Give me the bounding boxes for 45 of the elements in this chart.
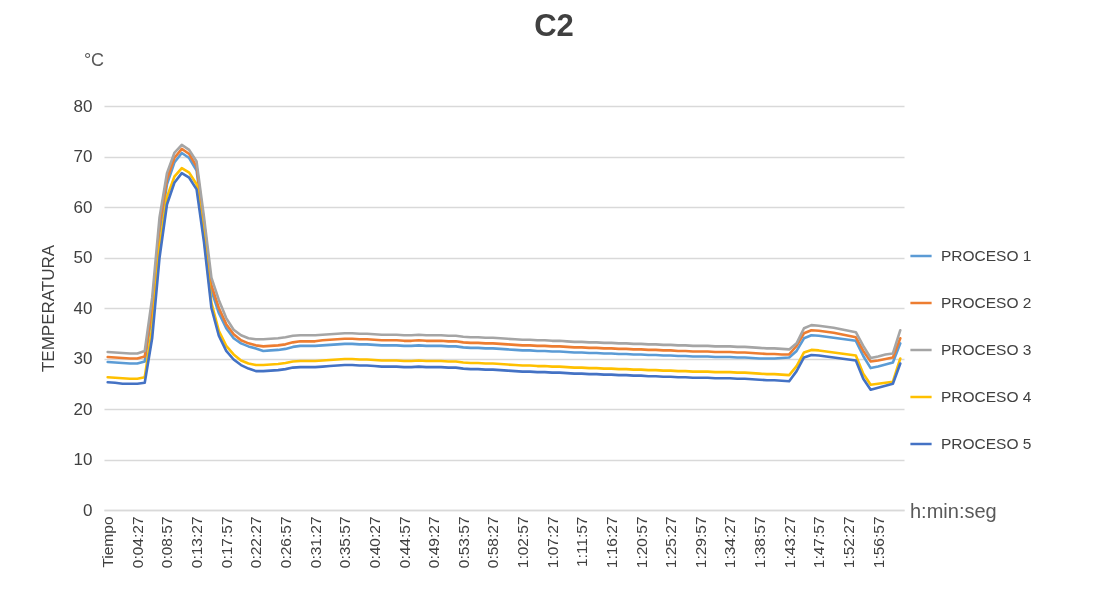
y-tick-label: 20	[73, 399, 93, 419]
x-tick-label: 1:11:57	[573, 516, 591, 568]
x-tick-label: 0:13:27	[188, 516, 206, 569]
x-tick-label: 1:38:57	[751, 516, 769, 569]
x-tick-label: 1:16:27	[602, 516, 620, 569]
legend-label: PROCESO 1	[941, 247, 1032, 264]
text: °C	[83, 50, 105, 70]
x-tick-label: 0:58:27	[484, 516, 502, 569]
x-tick-label: 1:20:57	[632, 516, 650, 569]
x-tick-label: 0:17:57	[217, 516, 235, 569]
x-tick-label: 1:07:27	[543, 516, 561, 569]
y-tick-label: 40	[73, 298, 93, 318]
text: h:min:seg	[910, 500, 997, 522]
y-tick-label: 60	[73, 197, 93, 217]
x-tick-label: 0:04:27	[128, 516, 146, 569]
y-tick-label: 0	[83, 500, 93, 520]
x-tick-label: 1:25:27	[662, 516, 680, 569]
y-tick-label: 10	[73, 450, 93, 469]
x-tick-label: 1:56:57	[869, 516, 887, 569]
x-tick-label: 1:34:27	[721, 516, 739, 569]
x-tick-label: 0:49:27	[425, 516, 443, 569]
y-axis-title: TEMPERATURA	[38, 244, 58, 373]
x-tick-label: Tiempo	[99, 516, 117, 568]
y-tick-label: 80	[73, 96, 93, 116]
legend-label: PROCESO 3	[941, 341, 1032, 358]
y-tick-label: 50	[73, 248, 93, 267]
legend-label: PROCESO 4	[941, 388, 1032, 405]
x-tick-label: 1:52:27	[839, 516, 857, 569]
x-tick-label: 0:26:57	[276, 516, 294, 569]
x-tick-label: 1:43:27	[780, 516, 798, 569]
x-tick-label: 1:29:57	[691, 516, 709, 569]
y-tick-label: 70	[73, 147, 93, 166]
x-tick-label: 0:08:57	[158, 516, 176, 569]
y-tick-label: 30	[73, 349, 93, 368]
chart-title: C2	[534, 8, 574, 43]
x-tick-label: 0:40:27	[365, 516, 383, 569]
x-tick-label: 0:31:27	[306, 516, 324, 569]
legend-label: PROCESO 5	[941, 435, 1032, 452]
x-tick-label: 0:22:27	[247, 516, 265, 569]
x-tick-label: 1:47:57	[810, 516, 828, 569]
x-tick-label: 0:44:57	[395, 516, 413, 569]
x-tick-label: 0:53:57	[454, 516, 472, 569]
x-tick-label: 0:35:57	[336, 516, 354, 569]
x-tick-label: 1:02:57	[514, 516, 532, 569]
legend-label: PROCESO 2	[941, 294, 1032, 311]
